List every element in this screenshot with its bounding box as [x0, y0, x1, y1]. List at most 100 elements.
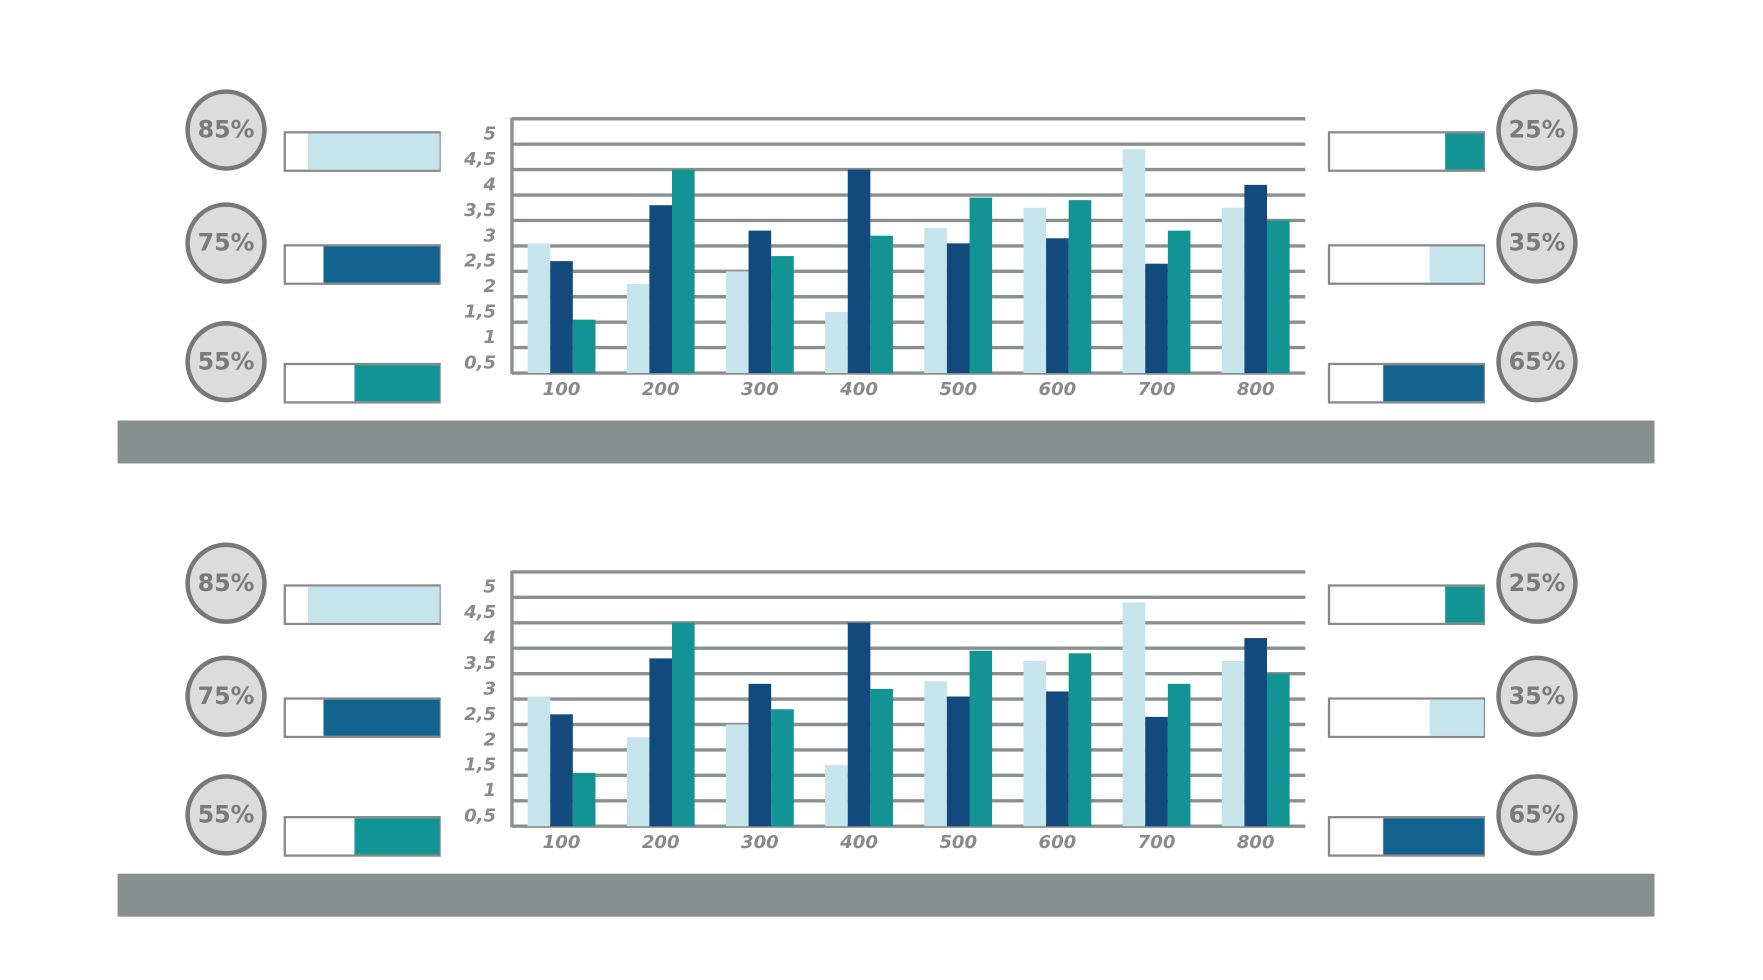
y-tick-label: 4,5	[463, 602, 496, 623]
y-tick-label: 4	[483, 628, 497, 649]
y-tick-label: 5	[484, 577, 497, 598]
bar	[771, 709, 794, 827]
progress-fill	[323, 246, 440, 283]
x-tick-label: 800	[1237, 379, 1275, 400]
bar	[550, 714, 573, 827]
x-tick-label: 100	[543, 832, 581, 853]
y-tick-label: 1	[484, 327, 497, 348]
bar	[527, 243, 551, 374]
bar	[1267, 220, 1290, 374]
y-tick-label: 3,5	[464, 653, 496, 674]
gauge-circle	[185, 321, 267, 403]
y-tick-label: 4,5	[463, 149, 496, 170]
gauge-label: 75%	[198, 229, 255, 257]
gauge-circle	[185, 202, 267, 284]
shelf-band	[117, 873, 1655, 917]
y-tick-label: 1,5	[464, 302, 496, 323]
x-tick-label: 200	[642, 832, 680, 853]
bar	[1145, 263, 1168, 374]
gauge-label: 65%	[1509, 347, 1566, 375]
x-tick-label: 300	[741, 832, 779, 853]
gauge-circle	[1496, 542, 1578, 624]
bar	[969, 197, 993, 374]
y-tick-label: 0,5	[464, 806, 496, 827]
bar	[725, 271, 749, 374]
bar	[527, 696, 551, 827]
bar	[1244, 638, 1268, 827]
progress-fill	[1429, 246, 1484, 283]
y-tick-label: 1	[484, 780, 497, 801]
shelf-band	[117, 420, 1655, 464]
bar	[1167, 683, 1191, 827]
gauge-circle	[185, 89, 267, 171]
bar	[1023, 207, 1047, 374]
progress-fill	[1383, 818, 1484, 855]
bar	[1046, 238, 1069, 374]
gauge-circle	[185, 655, 267, 737]
x-tick-label: 400	[839, 379, 878, 400]
gauge-label: 85%	[198, 569, 255, 597]
gauge-circle	[1496, 89, 1578, 171]
bar	[1023, 660, 1047, 827]
bar	[626, 284, 650, 374]
y-tick-label: 0,5	[464, 352, 496, 373]
bar	[847, 622, 871, 827]
y-tick-label: 2	[484, 276, 497, 297]
x-tick-label: 800	[1237, 832, 1275, 853]
bar	[946, 243, 970, 374]
progress-fill	[1445, 586, 1484, 623]
bar	[1221, 207, 1245, 374]
bar	[1122, 149, 1146, 374]
bar	[649, 658, 673, 827]
gauge-circle	[1496, 655, 1578, 737]
gauge-circle	[185, 774, 267, 856]
y-tick-label: 2	[484, 729, 497, 750]
y-tick-label: 3	[484, 678, 497, 699]
bar	[870, 235, 893, 374]
y-tick-label: 3,5	[464, 200, 496, 221]
gauge-circle	[1496, 321, 1578, 403]
gauge-label: 35%	[1509, 229, 1566, 257]
bar	[946, 696, 970, 827]
bar	[572, 772, 596, 827]
bar	[1068, 653, 1092, 827]
x-tick-label: 400	[839, 832, 878, 853]
y-tick-label: 2,5	[464, 704, 496, 725]
bar	[1244, 184, 1268, 374]
bar	[771, 256, 794, 374]
y-tick-label: 3	[484, 225, 497, 246]
bar	[825, 765, 848, 827]
bar	[550, 261, 573, 374]
x-tick-label: 700	[1138, 379, 1176, 400]
y-tick-label: 4	[483, 174, 497, 195]
bar	[969, 650, 993, 827]
bar	[1068, 200, 1092, 374]
bar	[847, 169, 871, 374]
bar	[672, 169, 695, 374]
gauge-label: 25%	[1509, 569, 1566, 597]
y-tick-label: 1,5	[464, 755, 496, 776]
x-tick-label: 600	[1039, 379, 1077, 400]
progress-fill	[354, 818, 440, 855]
bar	[1267, 673, 1290, 827]
gauge-label: 25%	[1509, 116, 1566, 144]
progress-fill	[354, 365, 440, 402]
x-tick-label: 700	[1138, 832, 1176, 853]
bar	[672, 622, 695, 827]
bar	[748, 683, 772, 827]
bar	[649, 205, 673, 374]
progress-fill	[323, 699, 440, 736]
bar	[725, 724, 749, 827]
progress-fill	[1383, 365, 1484, 402]
gauge-label: 85%	[198, 116, 255, 144]
progress-fill	[308, 133, 440, 170]
bar	[1046, 691, 1069, 827]
gauge-label: 55%	[198, 801, 255, 829]
gauge-label: 35%	[1509, 682, 1566, 710]
gauge-label: 55%	[198, 347, 255, 375]
x-tick-label: 600	[1039, 832, 1077, 853]
progress-fill	[1445, 133, 1484, 170]
bar	[924, 228, 947, 374]
